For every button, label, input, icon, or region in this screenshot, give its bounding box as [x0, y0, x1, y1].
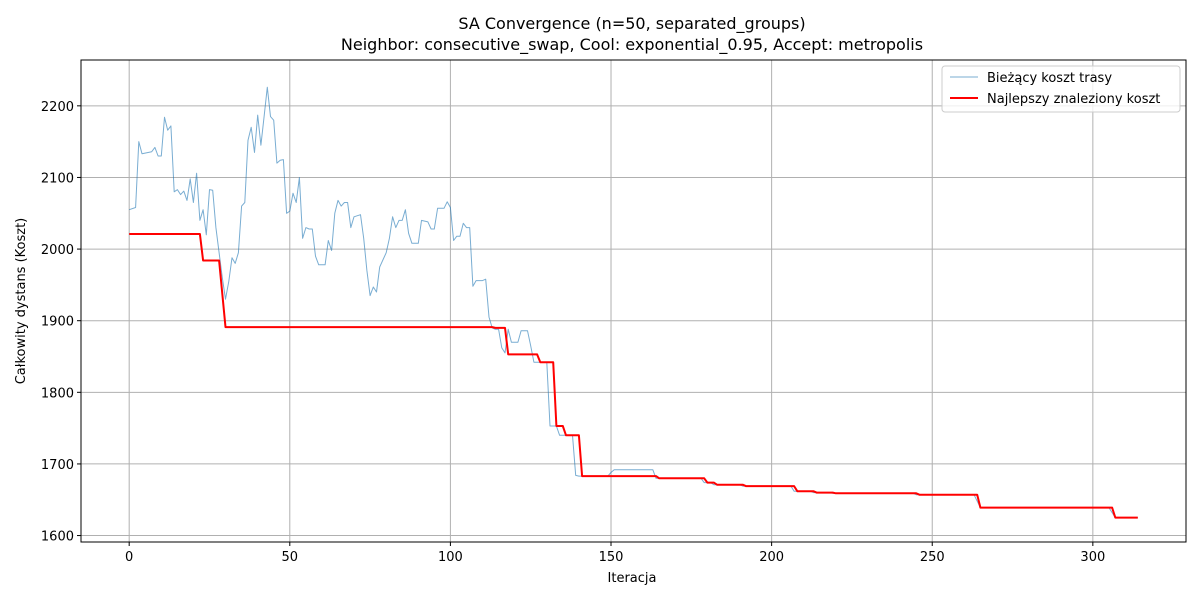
x-tick-label: 100: [438, 550, 463, 565]
y-tick-label: 1800: [41, 386, 74, 401]
current-cost-line: [129, 86, 1138, 519]
chart-subtitle: Neighbor: consecutive_swap, Cool: expone…: [341, 35, 923, 55]
x-tick-label: 0: [125, 550, 133, 565]
plot-area: [129, 86, 1138, 519]
x-tick-label: 150: [599, 550, 624, 565]
y-tick-label: 2100: [41, 171, 74, 186]
x-tick-label: 250: [920, 550, 945, 565]
x-axis-label: Iteracja: [608, 571, 657, 586]
legend-box: [941, 65, 1181, 113]
y-tick-label: 1700: [41, 458, 74, 473]
legend-label-current-cost: Bieżący koszt trasy: [987, 71, 1112, 86]
x-tick-label: 300: [1080, 550, 1105, 565]
x-tick-label: 50: [282, 550, 299, 565]
best-cost-line: [129, 233, 1138, 519]
y-tick-label: 2000: [41, 243, 74, 258]
chart-title: SA Convergence (n=50, separated_groups): [458, 14, 805, 34]
x-axis: 0 50 100 150 200 250 300: [125, 542, 1105, 565]
legend-label-best-cost: Najlepszy znaleziony koszt: [987, 92, 1160, 107]
y-axis: 1600 1700 1800 1900 2000 2100 2200: [41, 100, 81, 545]
y-axis-label: Całkowity dystans (Koszt): [14, 218, 29, 385]
legend: Bieżący koszt trasy Najlepszy znaleziony…: [941, 65, 1181, 113]
y-tick-label: 1900: [41, 315, 74, 330]
x-tick-label: 200: [759, 550, 784, 565]
y-tick-label: 1600: [41, 530, 74, 545]
plot-frame: [80, 59, 1187, 543]
y-tick-label: 2200: [41, 100, 74, 115]
